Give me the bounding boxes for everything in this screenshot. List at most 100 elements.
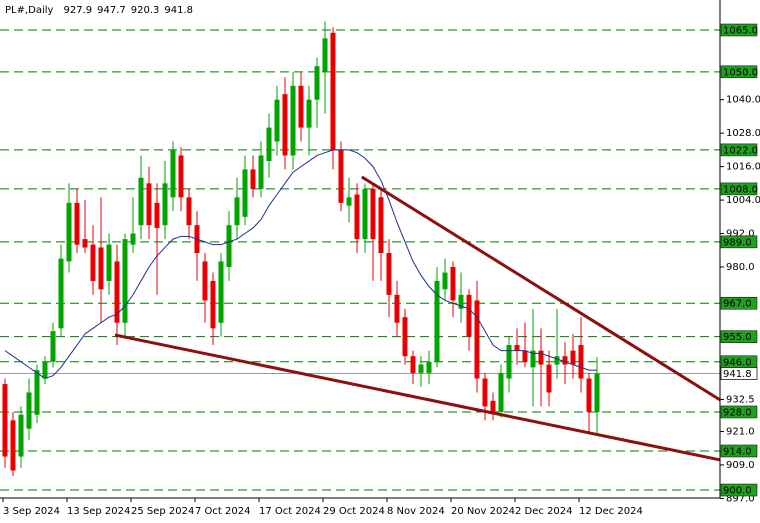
candle-body <box>218 261 224 323</box>
header-value: 927.9 <box>63 5 92 16</box>
candle-body <box>114 261 120 323</box>
candle-body <box>530 350 536 368</box>
level-label: 1050.0 <box>723 67 758 78</box>
x-tick-label: 12 Dec 2024 <box>579 506 643 517</box>
candle-body <box>234 197 240 226</box>
candle-body <box>298 85 304 128</box>
header-value: 947.7 <box>97 5 126 16</box>
candle-body <box>130 233 136 245</box>
x-tick-label: 20 Nov 2024 <box>451 506 515 517</box>
candle-body <box>346 197 352 206</box>
candle-body <box>562 356 568 365</box>
candle-body <box>498 372 504 412</box>
candle-body <box>202 261 208 301</box>
trendline <box>114 333 720 462</box>
level-label-box <box>720 182 758 196</box>
candle-body <box>474 300 480 379</box>
x-tick-label: 17 Oct 2024 <box>259 506 321 517</box>
candle-body <box>90 244 96 281</box>
y-tick-label: 1016.0 <box>726 162 760 173</box>
candle-body <box>146 183 152 226</box>
level-label: 914.0 <box>723 446 752 457</box>
candle-body <box>306 99 312 128</box>
price-label-box <box>720 367 758 380</box>
candle-body <box>426 361 432 373</box>
candle-body <box>106 244 112 281</box>
candle-body <box>186 197 192 226</box>
level-label-box <box>720 296 758 310</box>
level-label: 928.0 <box>723 407 752 418</box>
candle-body <box>322 38 328 72</box>
candle-body <box>170 149 176 198</box>
candle-body <box>42 361 48 379</box>
level-label-box <box>720 65 758 79</box>
y-tick-label: 897.0 <box>726 493 755 504</box>
candle-body <box>210 280 216 329</box>
candle-body <box>98 247 104 290</box>
candle-body <box>482 378 488 407</box>
level-label-box <box>720 23 758 37</box>
level-label-box <box>720 444 758 458</box>
y-tick-label: 921.0 <box>726 426 755 437</box>
x-tick-label: 3 Sep 2024 <box>3 506 60 517</box>
candle-body <box>330 32 336 150</box>
y-tick-label: 1004.0 <box>726 195 760 206</box>
candle-body <box>586 378 592 412</box>
x-tick-label: 29 Oct 2024 <box>323 506 385 517</box>
candle-body <box>514 345 520 351</box>
candle-body <box>162 183 168 226</box>
candle-body <box>82 239 88 248</box>
candle-body <box>66 202 72 262</box>
level-label: 946.0 <box>723 357 752 368</box>
candle-body <box>154 202 160 228</box>
candle-body <box>554 356 560 365</box>
level-label: 1022.0 <box>723 145 758 156</box>
x-tick-label: 13 Sep 2024 <box>67 506 130 517</box>
level-label: 967.0 <box>723 299 752 310</box>
candle-body <box>354 194 360 240</box>
candle-body <box>570 350 576 365</box>
candle-body <box>538 350 544 365</box>
level-label: 1065.0 <box>723 25 758 36</box>
candle-body <box>338 149 344 203</box>
candle-body <box>410 356 416 373</box>
candle-body <box>122 239 128 323</box>
candle-body <box>2 384 8 457</box>
level-label: 955.0 <box>723 332 752 343</box>
y-tick-label: 1040.0 <box>726 95 760 106</box>
candle-body <box>450 266 456 301</box>
y-tick-label: 909.0 <box>726 460 755 471</box>
x-tick-label: 7 Oct 2024 <box>195 506 250 517</box>
level-label: 900.0 <box>723 486 752 497</box>
candle-body <box>418 364 424 373</box>
candle-body <box>466 294 472 337</box>
candle-body <box>290 85 296 156</box>
candle-body <box>434 280 440 362</box>
plot-area <box>0 21 720 491</box>
y-tick-label: 992.0 <box>726 229 755 240</box>
header-value: 941.8 <box>164 5 193 16</box>
candle-body <box>378 197 384 254</box>
candle-body <box>242 169 248 217</box>
level-label-box <box>720 405 758 419</box>
candle-body <box>178 155 184 198</box>
candle-body <box>458 294 464 309</box>
candle-body <box>546 364 552 393</box>
candle-body <box>314 66 320 100</box>
candle-body <box>490 400 496 412</box>
level-label-box <box>720 483 758 497</box>
candle-body <box>362 188 368 240</box>
candle-body <box>226 225 232 267</box>
candle-body <box>258 155 264 189</box>
y-tick-label: 1028.0 <box>726 128 760 139</box>
candle-body <box>18 414 24 457</box>
candle-body <box>402 317 408 357</box>
y-tick-label: 932.5 <box>726 394 755 405</box>
level-label: 989.0 <box>723 237 752 248</box>
candle-body <box>250 169 256 189</box>
candle-body <box>522 350 528 362</box>
candle-body <box>26 392 32 429</box>
chart-title: PL#,Daily <box>5 5 54 16</box>
header-value: 920.3 <box>131 5 160 16</box>
candle-body <box>34 370 40 415</box>
